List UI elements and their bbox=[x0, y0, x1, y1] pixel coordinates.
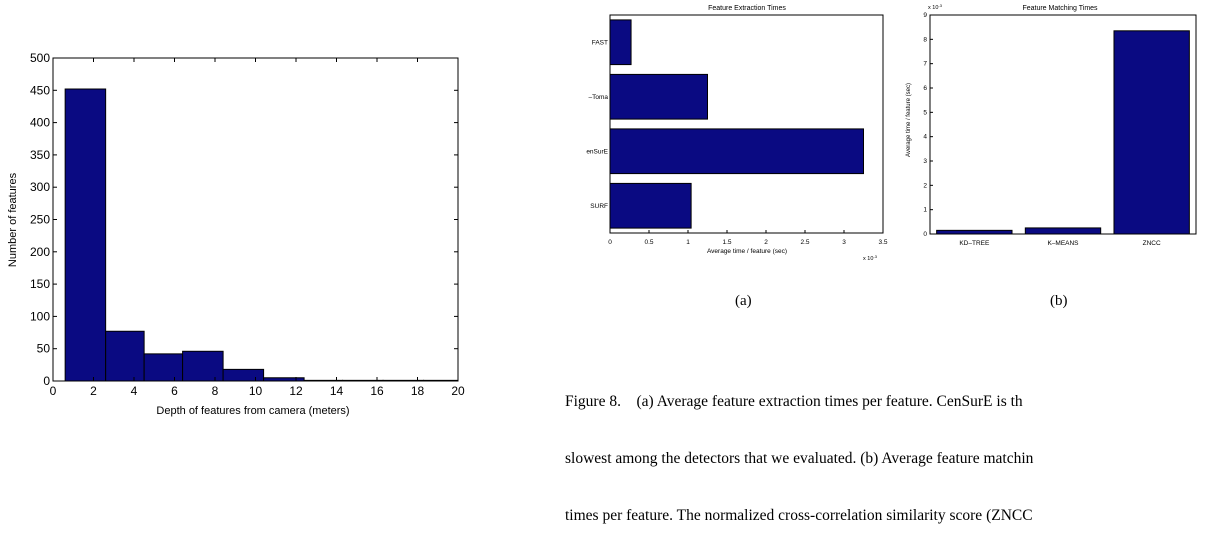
extraction-category-label: SURF bbox=[590, 203, 608, 210]
histogram-bar bbox=[64, 88, 107, 382]
extraction-category-label: enSurE bbox=[586, 148, 608, 155]
matching-y-tick-label: 9 bbox=[923, 12, 927, 19]
extraction-x-tick-label: 1 bbox=[686, 239, 690, 246]
hist-x-tick-label: 18 bbox=[411, 384, 425, 398]
matching-bar bbox=[1024, 227, 1102, 235]
extraction-x-tick-label: 2 bbox=[764, 239, 768, 246]
hist-x-tick-label: 0 bbox=[50, 384, 57, 398]
hist-y-tick-label: 350 bbox=[30, 148, 50, 162]
matching-category-label: KD–TREE bbox=[959, 240, 990, 247]
extraction-x-tick-label: 3 bbox=[842, 239, 846, 246]
matching-y-axis-label: Average time / feature (sec) bbox=[906, 83, 912, 157]
extraction-chart-title: Feature Extraction Times bbox=[708, 5, 786, 12]
hist-y-tick-label: 200 bbox=[30, 245, 50, 259]
matching-chart-title: Feature Matching Times bbox=[1022, 5, 1098, 12]
caption-line: Figure 8. (a) Average feature extraction… bbox=[565, 393, 1023, 410]
hist-y-tick-label: 500 bbox=[30, 51, 50, 65]
depth-histogram-chart: 0 2 4 6 8 10 12 14 16 18 2005010015020025030035040… bbox=[7, 51, 465, 417]
histogram-bar bbox=[182, 350, 224, 382]
histogram-bar bbox=[105, 330, 145, 382]
matching-y-tick-label: 1 bbox=[923, 207, 927, 214]
hist-x-tick-label: 20 bbox=[451, 384, 465, 398]
hist-y-tick-label: 250 bbox=[30, 213, 50, 227]
extraction-bar bbox=[609, 19, 632, 66]
hist-x-tick-label: 6 bbox=[171, 384, 178, 398]
extraction-plot-frame bbox=[609, 14, 884, 234]
subfigure-label-b: (b) bbox=[1050, 293, 1068, 309]
extraction-category-label: FAST bbox=[592, 39, 608, 46]
histogram-bar bbox=[143, 353, 184, 382]
extraction-bar bbox=[609, 73, 708, 120]
hist-x-tick-label: 2 bbox=[90, 384, 97, 398]
feature-matching-times-chart: KD–TREE K–MEANS ZNCC 0 1 2 3 4 5 6 7 8 9 Feature Mat… bbox=[906, 3, 1197, 247]
hist-y-tick-label: 100 bbox=[30, 309, 50, 323]
figure-caption: Figure 8. (a) Average feature extraction… bbox=[565, 354, 1206, 544]
feature-extraction-times-chart: FAST –Toma enSurE SURF 0 0.5 1 1.5 2 2.5 3 3.5 Feat… bbox=[586, 5, 888, 262]
extraction-x-tick-label: 3.5 bbox=[878, 239, 887, 246]
caption-line: times per feature. The normalized cross-… bbox=[565, 507, 1033, 524]
extraction-x-tick-label: 2.5 bbox=[800, 239, 809, 246]
hist-x-tick-label: 10 bbox=[249, 384, 263, 398]
hist-x-axis-label: Depth of features from camera (meters) bbox=[156, 405, 349, 417]
extraction-bar bbox=[609, 182, 692, 229]
matching-y-tick-label: 0 bbox=[923, 231, 927, 238]
matching-multiplier: x 10-3 bbox=[928, 3, 943, 11]
hist-y-tick-label: 300 bbox=[30, 180, 50, 194]
matching-bar bbox=[936, 229, 1013, 235]
matching-y-tick-label: 5 bbox=[923, 109, 927, 116]
matching-y-tick-label: 4 bbox=[923, 134, 927, 141]
extraction-multiplier: x 10-3 bbox=[863, 254, 878, 262]
hist-x-tick-label: 16 bbox=[370, 384, 384, 398]
hist-y-tick-label: 0 bbox=[43, 374, 50, 388]
hist-x-tick-label: 4 bbox=[131, 384, 138, 398]
extraction-category-label: –Toma bbox=[588, 94, 608, 101]
extraction-bar bbox=[609, 128, 864, 175]
extraction-x-axis-label: Average time / feature (sec) bbox=[707, 248, 787, 255]
histogram-bar bbox=[222, 368, 265, 382]
subfigure-label-a: (a) bbox=[735, 293, 752, 309]
hist-y-tick-label: 50 bbox=[37, 342, 51, 356]
hist-x-tick-label: 8 bbox=[212, 384, 219, 398]
matching-y-tick-label: 7 bbox=[923, 61, 927, 68]
hist-x-tick-label: 14 bbox=[330, 384, 344, 398]
matching-y-tick-label: 2 bbox=[923, 182, 927, 189]
matching-category-label: ZNCC bbox=[1143, 240, 1161, 247]
hist-y-tick-label: 150 bbox=[30, 277, 50, 291]
extraction-x-tick-label: 0 bbox=[608, 239, 612, 246]
matching-y-tick-label: 8 bbox=[923, 36, 927, 43]
matching-y-tick-label: 6 bbox=[923, 85, 927, 92]
matching-bar bbox=[1113, 30, 1190, 235]
hist-y-tick-label: 450 bbox=[30, 83, 50, 97]
hist-y-axis-label: Number of features bbox=[7, 172, 19, 267]
hist-y-tick-label: 400 bbox=[30, 116, 50, 130]
matching-category-label: K–MEANS bbox=[1047, 240, 1079, 247]
extraction-x-tick-label: 1.5 bbox=[722, 239, 731, 246]
hist-x-tick-label: 12 bbox=[289, 384, 303, 398]
extraction-x-tick-label: 0.5 bbox=[644, 239, 653, 246]
matching-y-tick-label: 3 bbox=[923, 158, 927, 165]
caption-line: slowest among the detectors that we eval… bbox=[565, 450, 1034, 467]
